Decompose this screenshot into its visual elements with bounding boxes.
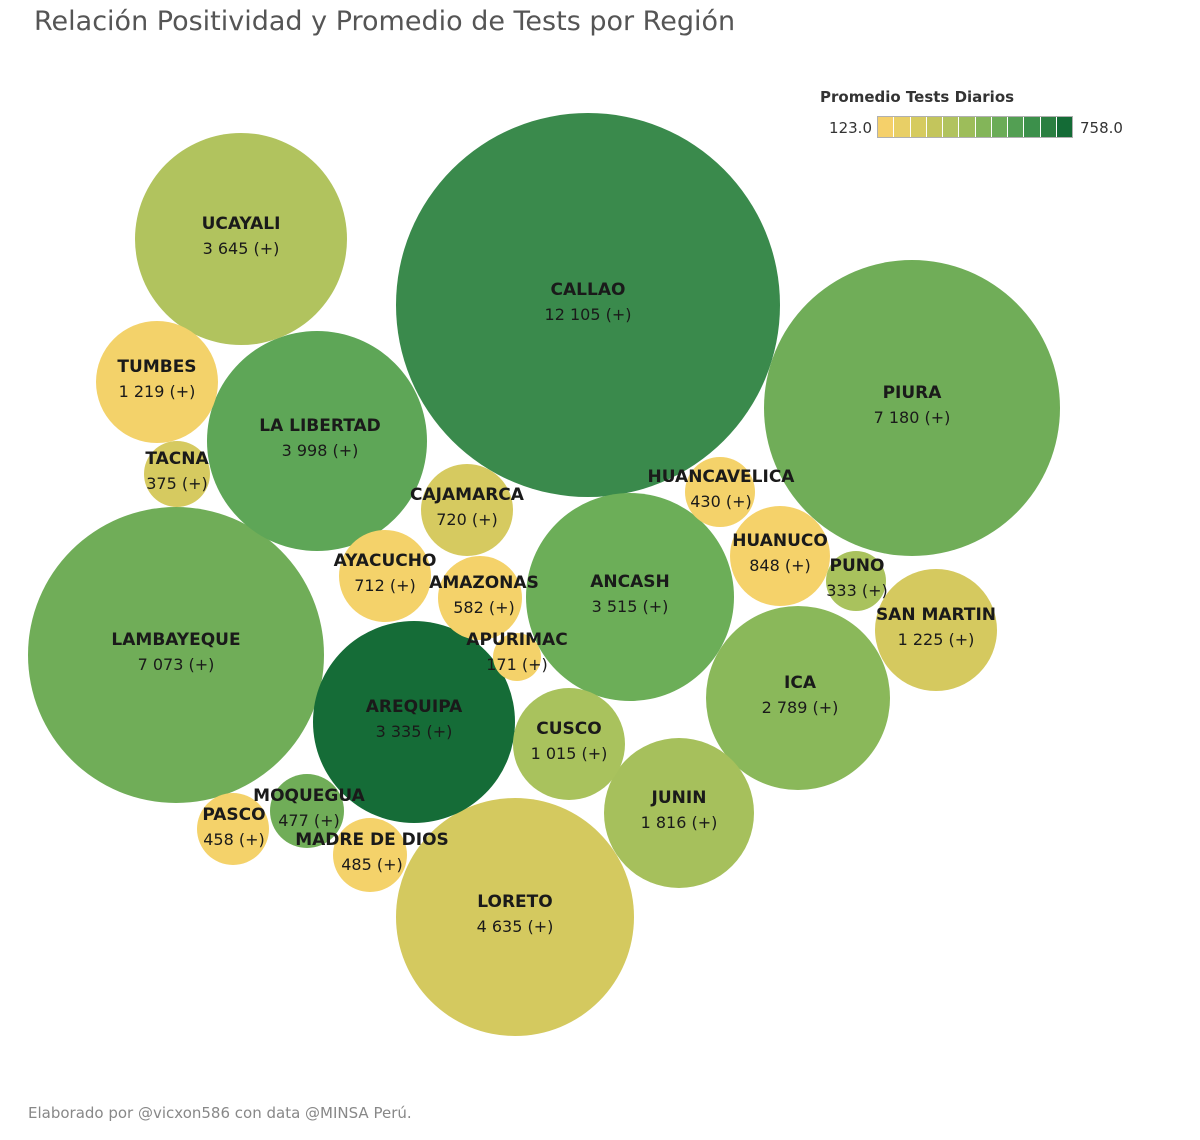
bubble-san-martin[interactable] (875, 569, 997, 691)
bubble-name-label: JUNIN (651, 788, 707, 808)
bubble-value-label: 477 (+) (278, 811, 340, 830)
legend-title: Promedio Tests Diarios (820, 88, 1015, 106)
legend-swatch (975, 117, 992, 137)
bubble-value-label: 582 (+) (453, 598, 515, 617)
bubble-name-label: CAJAMARCA (410, 485, 525, 505)
bubble-callao[interactable] (396, 113, 780, 497)
legend-min-label: 123.0 (829, 119, 872, 137)
bubble-value-label: 848 (+) (749, 556, 811, 575)
bubble-name-label: SAN MARTIN (876, 605, 996, 625)
legend-swatch (910, 117, 927, 137)
bubble-name-label: CALLAO (551, 280, 626, 300)
bubble-name-label: APURIMAC (466, 630, 567, 650)
legend-swatch (991, 117, 1008, 137)
color-legend: Promedio Tests Diarios 123.0 758.0 (820, 86, 1140, 146)
bubble-name-label: HUANUCO (732, 531, 828, 551)
bubble-name-label: TACNA (145, 449, 209, 469)
bubble-value-label: 375 (+) (146, 474, 208, 493)
legend-swatch (1040, 117, 1057, 137)
bubble-value-label: 3 515 (+) (592, 597, 669, 616)
footer-credit: Elaborado por @vicxon586 con data @MINSA… (28, 1104, 412, 1122)
bubble-name-label: LA LIBERTAD (259, 416, 381, 436)
bubble-amazonas[interactable] (438, 556, 522, 640)
bubble-ancash[interactable] (526, 493, 734, 701)
bubble-arequipa[interactable] (313, 621, 515, 823)
bubble-value-label: 1 816 (+) (641, 813, 718, 832)
bubble-name-label: ANCASH (590, 572, 670, 592)
bubble-value-label: 333 (+) (826, 581, 888, 600)
bubble-name-label: PIURA (883, 383, 943, 403)
bubble-madre-de-dios[interactable] (333, 818, 407, 892)
legend-max-label: 758.0 (1080, 119, 1123, 137)
bubble-value-label: 12 105 (+) (545, 305, 632, 324)
bubble-ayacucho[interactable] (339, 530, 431, 622)
bubble-value-label: 7 073 (+) (138, 655, 215, 674)
legend-swatch (926, 117, 943, 137)
bubble-name-label: UCAYALI (202, 214, 281, 234)
bubble-huanuco[interactable] (730, 506, 830, 606)
legend-swatch (943, 117, 960, 137)
bubble-value-label: 2 789 (+) (762, 698, 839, 717)
bubble-name-label: MOQUEGUA (253, 786, 365, 806)
bubble-value-label: 1 225 (+) (898, 630, 975, 649)
bubble-ucayali[interactable] (135, 133, 347, 345)
bubble-name-label: AYACUCHO (334, 551, 437, 571)
bubble-value-label: 4 635 (+) (477, 917, 554, 936)
bubble-cusco[interactable] (513, 688, 625, 800)
bubble-name-label: CUSCO (536, 719, 601, 739)
bubble-name-label: MADRE DE DIOS (295, 830, 449, 850)
legend-swatch (1056, 117, 1072, 137)
bubble-cajamarca[interactable] (421, 464, 513, 556)
bubble-value-label: 458 (+) (203, 830, 265, 849)
bubble-name-label: AREQUIPA (366, 697, 463, 717)
bubble-tumbes[interactable] (96, 321, 218, 443)
bubble-apurimac[interactable] (493, 633, 541, 681)
bubble-name-label: LORETO (477, 892, 552, 912)
legend-swatch (959, 117, 976, 137)
bubble-ica[interactable] (706, 606, 890, 790)
bubble-value-label: 720 (+) (436, 510, 498, 529)
bubble-name-label: ICA (784, 673, 817, 693)
bubble-value-label: 3 645 (+) (203, 239, 280, 258)
bubble-name-label: HUANCAVELICA (648, 467, 796, 487)
bubble-value-label: 171 (+) (486, 655, 548, 674)
bubble-name-label: PUNO (830, 556, 885, 576)
bubble-name-label: PASCO (202, 805, 265, 825)
legend-swatch (1008, 117, 1025, 137)
bubble-value-label: 485 (+) (341, 855, 403, 874)
bubble-value-label: 1 015 (+) (531, 744, 608, 763)
legend-swatch (878, 117, 895, 137)
legend-swatch (1024, 117, 1041, 137)
bubble-huancavelica[interactable] (685, 457, 755, 527)
bubble-piura[interactable] (764, 260, 1060, 556)
bubble-name-label: AMAZONAS (429, 573, 539, 593)
bubble-tacna[interactable] (144, 441, 210, 507)
bubble-puno[interactable] (826, 551, 886, 611)
bubble-value-label: 3 998 (+) (282, 441, 359, 460)
bubble-junin[interactable] (604, 738, 754, 888)
bubble-moquegua[interactable] (270, 774, 344, 848)
bubble-value-label: 430 (+) (690, 492, 752, 511)
bubble-value-label: 712 (+) (354, 576, 416, 595)
bubble-pasco[interactable] (197, 793, 269, 865)
bubble-name-label: LAMBAYEQUE (111, 630, 240, 650)
bubble-value-label: 3 335 (+) (376, 722, 453, 741)
bubble-value-label: 7 180 (+) (874, 408, 951, 427)
bubble-lambayeque[interactable] (28, 507, 324, 803)
bubble-value-label: 1 219 (+) (119, 382, 196, 401)
bubble-la-libertad[interactable] (207, 331, 427, 551)
bubble-loreto[interactable] (396, 798, 634, 1036)
legend-color-ramp (877, 116, 1073, 138)
bubble-name-label: TUMBES (117, 357, 196, 377)
legend-swatch (894, 117, 911, 137)
chart-title: Relación Positividad y Promedio de Tests… (34, 6, 736, 37)
